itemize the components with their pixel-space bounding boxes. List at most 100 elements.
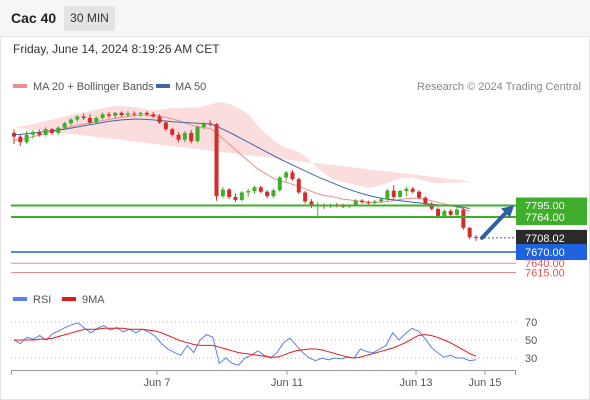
candle-body — [81, 116, 86, 119]
candle-body — [448, 211, 453, 215]
credit-text: Research © 2024 Trading Central — [417, 81, 581, 93]
rsi-tick-label: 70 — [525, 317, 537, 329]
candle-body — [87, 118, 92, 123]
candle-body — [220, 189, 225, 197]
candle-body — [290, 172, 295, 180]
x-tick-label: Jun 11 — [271, 377, 303, 389]
candle-body — [309, 201, 314, 206]
candle-body — [227, 189, 232, 197]
candle-body — [163, 122, 168, 130]
candle-body — [391, 190, 396, 197]
x-tick-label: Jun 7 — [144, 377, 171, 389]
x-tick-label: Jun 13 — [399, 377, 432, 389]
rsi-ma-legend-swatch — [62, 297, 76, 301]
ma50-legend-swatch — [156, 84, 170, 88]
ma20-legend-swatch — [13, 84, 27, 88]
candle-body — [353, 200, 358, 206]
candle-body — [157, 116, 162, 123]
candle-body — [12, 132, 16, 137]
rsi-tick-label: 50 — [525, 335, 537, 347]
candle-body — [201, 123, 206, 127]
candle-body — [18, 136, 23, 143]
candle-body — [467, 227, 472, 238]
candle-body — [106, 114, 111, 116]
candle-body — [442, 211, 447, 217]
candle-body — [94, 118, 99, 123]
candle-body — [303, 192, 308, 202]
candle-body — [138, 112, 143, 115]
rsi-line — [13, 322, 477, 366]
rsi-tick-label: 30 — [525, 353, 537, 365]
candle-body — [170, 129, 175, 135]
ma50-line — [13, 118, 470, 209]
forecast-arrow-shaft — [480, 208, 510, 240]
support-label: 7640.00 — [525, 258, 565, 270]
candle-body — [417, 191, 422, 198]
candle-body — [151, 114, 156, 117]
candle-body — [271, 190, 276, 197]
candle-body — [208, 123, 213, 125]
rsi-panel: 70 50 30 — [11, 317, 537, 366]
candle-body — [30, 132, 35, 135]
candle-body — [68, 119, 73, 124]
candle-body — [214, 123, 219, 197]
resistance-label-box — [516, 209, 587, 226]
candle-body — [119, 112, 124, 116]
candle-body — [62, 123, 67, 128]
datetime-label: Friday, June 14, 2024 8:19:26 AM CET — [13, 42, 220, 56]
support-label: 7615.00 — [525, 268, 565, 280]
rsi-ma-line — [14, 327, 477, 359]
candle-body — [423, 197, 428, 204]
price-panel: 7795.007764.007708.027670.007640.007615.… — [11, 102, 587, 280]
support-label-box — [516, 244, 587, 261]
candle-body — [372, 201, 377, 203]
candle-body — [265, 191, 270, 197]
interval-button[interactable]: 30 MIN — [64, 6, 115, 31]
candle-body — [360, 200, 365, 203]
candle-body — [385, 190, 390, 200]
candle-body — [252, 187, 257, 191]
candle-body — [24, 134, 29, 143]
resistance-label: 7764.00 — [525, 212, 565, 224]
candle-body — [284, 172, 289, 178]
candle-body — [474, 237, 478, 239]
candle-body — [379, 199, 384, 202]
candle-body — [100, 114, 105, 119]
candle-body — [182, 132, 187, 140]
candle-body — [37, 132, 42, 135]
candle-body — [239, 192, 244, 200]
instrument-title: Cac 40 — [11, 10, 57, 26]
rsi-legend-label: RSI — [33, 294, 51, 306]
candle-body — [233, 196, 238, 200]
candle-body — [404, 188, 409, 191]
candle-body — [366, 202, 371, 204]
candle-body — [189, 132, 194, 142]
candle-body — [176, 134, 181, 140]
candle-body — [258, 187, 263, 192]
candle-body — [125, 113, 130, 116]
candle-body — [132, 113, 137, 115]
candle-body — [75, 116, 80, 120]
candle-body — [144, 112, 149, 115]
candle-body — [296, 179, 301, 193]
header-bar: Cac 40 30 MIN — [0, 0, 590, 36]
x-tick-label: Jun 15 — [468, 377, 501, 389]
current-price-label: 7708.02 — [525, 233, 565, 245]
candle-body — [56, 127, 61, 133]
candle-body — [398, 190, 403, 197]
candle-body — [461, 209, 466, 228]
candle-body — [455, 209, 460, 215]
candle-body — [410, 188, 415, 192]
candle-body — [43, 129, 48, 135]
rsi-legend-swatch — [13, 297, 27, 301]
candle-body — [436, 208, 441, 217]
ma50-legend-label: MA 50 — [175, 81, 206, 93]
bollinger-band — [14, 102, 470, 188]
support-label: 7670.00 — [525, 247, 565, 259]
candle-body — [49, 129, 54, 133]
forecast-arrow-head — [501, 205, 514, 218]
ma20-legend-label: MA 20 + Bollinger Bands — [33, 81, 154, 93]
candle-body — [277, 177, 282, 191]
